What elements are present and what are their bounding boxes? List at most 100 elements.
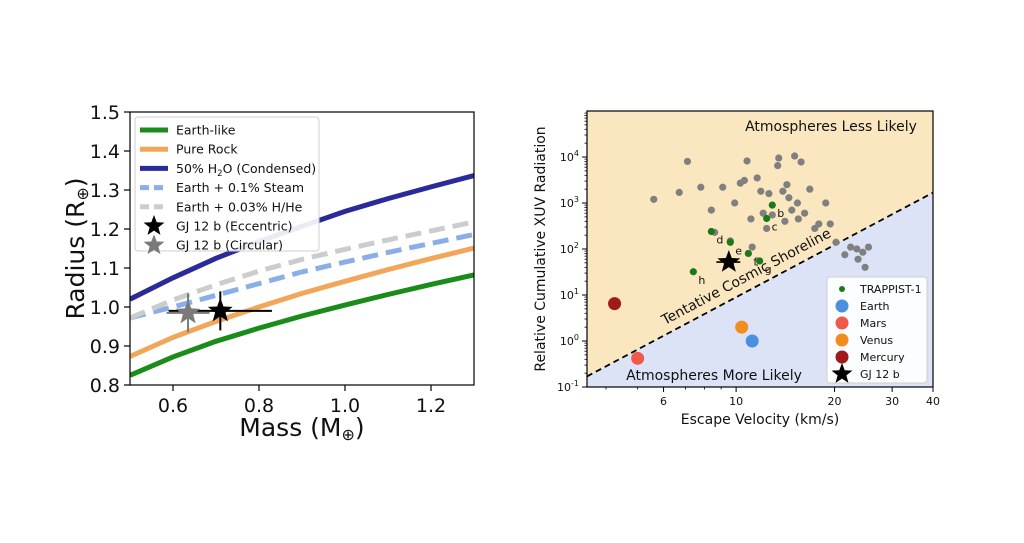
solar-point-earth (745, 334, 759, 348)
target-star (717, 250, 741, 272)
point-star-0 (207, 297, 233, 322)
exoplanet-point (861, 263, 869, 271)
legend-label-3: Earth + 0.1% Steam (176, 180, 304, 195)
solar-point-mars (631, 351, 645, 365)
y-tick-base: 10 (560, 335, 574, 348)
legend-label-5: GJ 12 b (860, 368, 900, 381)
x-axis-label-symbol: ⊕ (342, 425, 355, 444)
x-tick-label-0: 6 (660, 395, 667, 408)
x-tick-label-3: 30 (885, 395, 899, 408)
y-tick-base: 10 (560, 289, 574, 302)
y-tick-base: 10 (560, 197, 574, 210)
trappist-label-d: d (716, 234, 723, 247)
region-lower-label: Atmospheres More Likely (626, 368, 802, 384)
solar-point-mercury (608, 297, 622, 311)
exoplanet-point (853, 245, 861, 253)
series-line-0 (130, 272, 474, 378)
legend-marker-2 (835, 316, 849, 330)
y-tick-label-7: 1.5 (90, 102, 120, 124)
legend-marker-5 (831, 363, 853, 383)
y-axis-label: Relative Cumulative XUV Radiation (533, 126, 549, 371)
trappist-label-e: e (735, 244, 742, 257)
legend-marker-1 (835, 299, 849, 313)
point-star-1 (175, 299, 201, 324)
exoplanet-point (832, 238, 840, 246)
exoplanet-point (747, 215, 755, 223)
y-tick-label-4: 103 (560, 195, 579, 210)
trappist-point-c (763, 214, 771, 223)
y-axis-label-symbol: ⊕ (73, 187, 92, 200)
x-axis-label-close: ) (355, 413, 365, 442)
legend-label-text: Earth-like (176, 123, 236, 138)
y-tick-exp: 4 (574, 149, 579, 158)
trappist-point-g (756, 257, 764, 265)
exoplanet-point (788, 206, 796, 214)
exoplanet-point (759, 209, 767, 217)
legend-label-0: Earth-like (176, 123, 236, 138)
trappist-label-c: c (772, 221, 778, 234)
exoplanet-point (774, 162, 782, 170)
exoplanet-point (757, 187, 765, 195)
trappist-label-f: f (753, 255, 758, 268)
exoplanet-point (794, 215, 802, 223)
exoplanet-point (785, 194, 793, 202)
x-axis-label: Escape Velocity (km/s) (681, 412, 839, 428)
y-tick-label-0: 0.8 (90, 375, 120, 397)
exoplanet-point (779, 187, 787, 195)
exoplanet-point (763, 224, 771, 233)
legend-label-sub: 2 (217, 169, 222, 179)
exoplanet-point (859, 248, 867, 256)
y-tick-base: 10 (557, 381, 571, 394)
y-tick-label-5: 1.3 (90, 180, 120, 202)
y-tick-label-5: 104 (560, 149, 579, 164)
y-tick-exp: 2 (574, 241, 579, 250)
y-tick-exp: 0 (574, 333, 579, 342)
trappist-label-h: h (698, 274, 705, 287)
exoplanet-point (822, 199, 830, 207)
left-chart-radius-vs-mass: 0.8 0.9 1.0 1.1 1.2 1.3 1.4 1.5 0.6 0.8 1.0 1.2 Mass… (61, 102, 475, 444)
y-axis-label-main: Radius (R (61, 201, 90, 320)
legend-marker-3 (835, 333, 849, 347)
y-axis-label-close: ) (61, 177, 90, 187)
legend-point-label-0: GJ 12 b (Eccentric) (176, 219, 293, 234)
region-upper (587, 111, 933, 377)
legend-marker-0 (839, 286, 845, 292)
legend-star-1 (143, 234, 165, 255)
exoplanet-point (675, 188, 683, 196)
x-axis-label: Mass (M⊕) (239, 413, 364, 444)
exoplanet-point (765, 190, 773, 198)
y-tick-base: 10 (560, 243, 574, 256)
y-tick-label-2: 1.0 (90, 297, 120, 319)
x-tick-label-4: 40 (926, 395, 940, 408)
y-tick-exp: 3 (574, 195, 579, 204)
exoplanet-point (793, 199, 802, 207)
y-axis-label: Radius (R⊕) (61, 177, 92, 319)
legend-star-0 (143, 215, 165, 235)
legend-label-text: Pure Rock (176, 142, 238, 157)
exoplanet-point (847, 243, 855, 251)
trappist-point-e (726, 238, 734, 246)
y-tick-label-6: 1.4 (90, 141, 120, 163)
exoplanet-point (775, 154, 783, 162)
exoplanet-point (806, 185, 814, 193)
legend-label-2: Mars (860, 317, 887, 330)
y-tick-label-1: 100 (560, 333, 579, 348)
legend-box (134, 116, 320, 252)
exoplanet-point (719, 183, 727, 191)
trappist-label-g: g (765, 263, 772, 276)
exoplanet-point (864, 243, 873, 251)
exoplanet-point (815, 220, 823, 228)
exoplanet-point (697, 183, 705, 191)
solar-point-venus (735, 320, 749, 334)
x-axis-label-main: Mass (M (239, 413, 341, 442)
exoplanet-point (854, 255, 862, 263)
exoplanet-point (753, 174, 761, 182)
y-tick-exp: 1 (574, 287, 579, 296)
exoplanet-point (801, 209, 809, 217)
legend-point-label-1: GJ 12 b (Circular) (176, 238, 283, 253)
exoplanet-point (707, 206, 715, 214)
legend-box (826, 276, 928, 384)
